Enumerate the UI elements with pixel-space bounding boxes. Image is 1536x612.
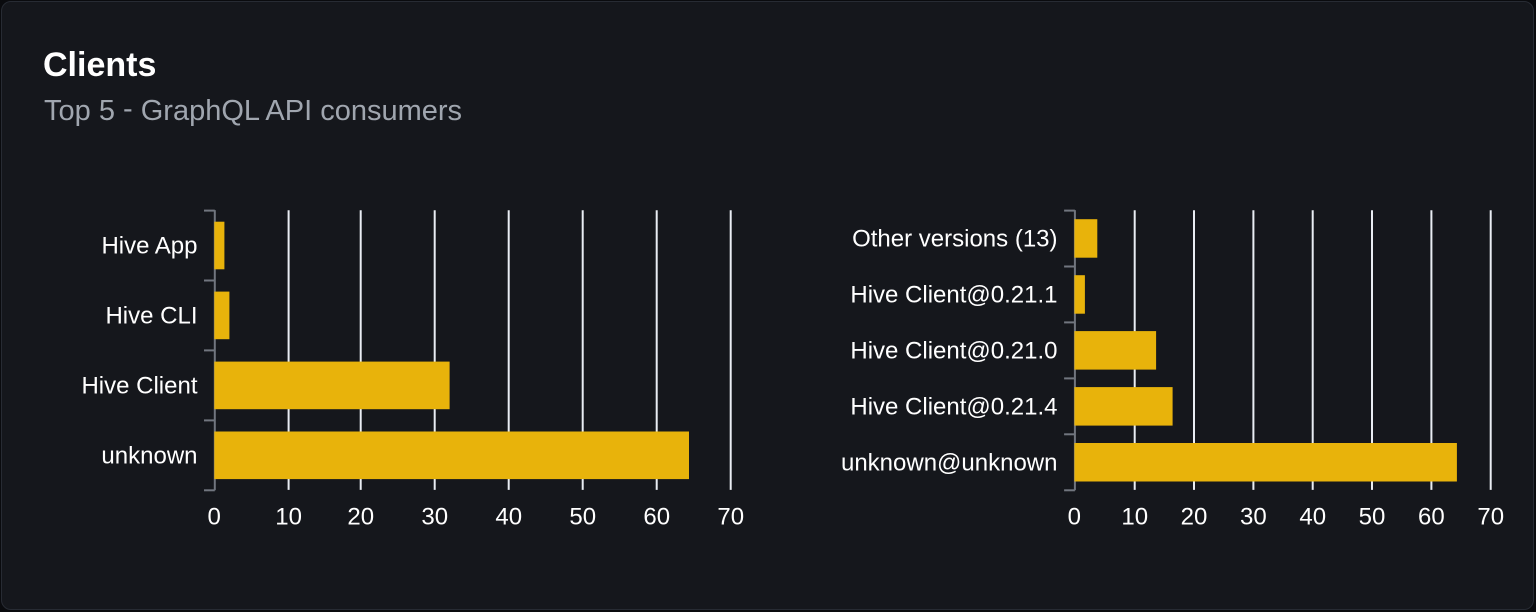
svg-text:0: 0 (1068, 504, 1081, 531)
svg-text:10: 10 (1121, 504, 1148, 531)
svg-text:unknown: unknown (101, 442, 197, 469)
svg-text:60: 60 (643, 504, 670, 531)
svg-text:50: 50 (569, 504, 596, 531)
svg-text:Hive Client@0.21.0: Hive Client@0.21.0 (850, 337, 1057, 364)
svg-text:20: 20 (347, 504, 374, 531)
svg-text:Hive Client: Hive Client (81, 372, 197, 399)
svg-text:0: 0 (208, 504, 221, 531)
svg-text:10: 10 (275, 504, 302, 531)
svg-text:60: 60 (1418, 504, 1445, 531)
svg-text:70: 70 (1477, 504, 1504, 531)
svg-text:30: 30 (421, 504, 448, 531)
svg-text:70: 70 (717, 504, 744, 531)
svg-text:40: 40 (495, 504, 522, 531)
svg-text:50: 50 (1359, 504, 1386, 531)
svg-text:Hive CLI: Hive CLI (105, 302, 197, 329)
svg-text:40: 40 (1299, 504, 1326, 531)
svg-text:Hive App: Hive App (101, 233, 197, 260)
svg-text:Other versions (13): Other versions (13) (852, 226, 1057, 253)
svg-text:Hive Client@0.21.4: Hive Client@0.21.4 (850, 393, 1057, 420)
svg-text:30: 30 (1240, 504, 1267, 531)
svg-text:unknown@unknown: unknown@unknown (841, 449, 1058, 476)
svg-text:20: 20 (1181, 504, 1208, 531)
svg-text:Hive Client@0.21.1: Hive Client@0.21.1 (850, 281, 1057, 308)
